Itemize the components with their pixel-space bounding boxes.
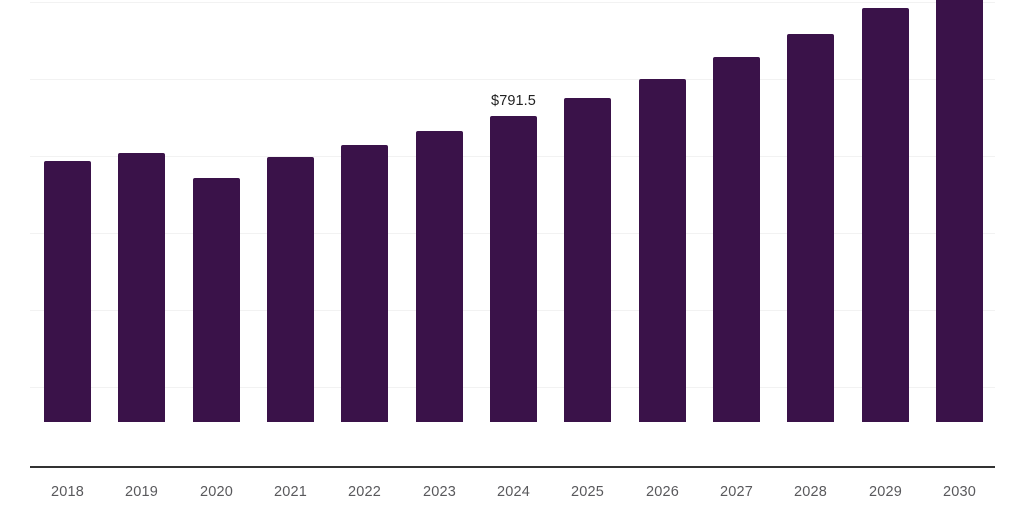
x-tick-label-2029: 2029 — [868, 484, 903, 500]
plot-area: $791.5 $1,138.1 — [30, 0, 995, 468]
gridline — [30, 2, 995, 3]
x-tick-label-2019: 2019 — [124, 484, 159, 500]
bar-2020[interactable] — [193, 178, 240, 422]
bar-2021[interactable] — [267, 157, 314, 422]
x-tick-label-2027: 2027 — [719, 484, 754, 500]
x-tick-label-2022: 2022 — [347, 484, 382, 500]
bar-group-2029[interactable] — [862, 8, 909, 422]
x-tick-label-2028: 2028 — [793, 484, 828, 500]
bar-2019[interactable] — [118, 153, 165, 422]
x-tick-label-2024: 2024 — [496, 484, 531, 500]
x-tick-label-2030: 2030 — [942, 484, 977, 500]
bar-2022[interactable] — [341, 145, 388, 422]
bar-group-2030[interactable]: $1,138.1 — [936, 0, 983, 422]
bar-group-2018[interactable] — [44, 161, 91, 422]
bar-2028[interactable] — [787, 34, 834, 422]
x-tick-label-2025: 2025 — [570, 484, 605, 500]
bar-2024[interactable] — [490, 116, 537, 422]
bar-group-2020[interactable] — [193, 178, 240, 422]
bar-2025[interactable] — [564, 98, 611, 422]
bar-2029[interactable] — [862, 8, 909, 422]
x-tick-label-2021: 2021 — [273, 484, 308, 500]
bar-group-2026[interactable] — [639, 79, 686, 422]
bar-group-2023[interactable] — [416, 131, 463, 422]
bar-group-2028[interactable] — [787, 34, 834, 422]
x-tick-label-2020: 2020 — [199, 484, 234, 500]
bar-2023[interactable] — [416, 131, 463, 422]
bar-2026[interactable] — [639, 79, 686, 422]
bar-value-label-2024: $791.5 — [491, 93, 536, 109]
x-tick-label-2023: 2023 — [422, 484, 457, 500]
bar-group-2019[interactable] — [118, 153, 165, 422]
x-tick-label-2026: 2026 — [645, 484, 680, 500]
bar-group-2024[interactable]: $791.5 — [490, 93, 537, 422]
x-axis-line — [30, 466, 995, 468]
gridline — [30, 79, 995, 80]
bar-group-2025[interactable] — [564, 98, 611, 422]
bar-group-2027[interactable] — [713, 57, 760, 422]
x-tick-label-2018: 2018 — [50, 484, 85, 500]
bar-2030[interactable] — [936, 0, 983, 422]
bar-2027[interactable] — [713, 57, 760, 422]
bar-group-2021[interactable] — [267, 157, 314, 422]
bar-2018[interactable] — [44, 161, 91, 422]
bar-group-2022[interactable] — [341, 145, 388, 422]
